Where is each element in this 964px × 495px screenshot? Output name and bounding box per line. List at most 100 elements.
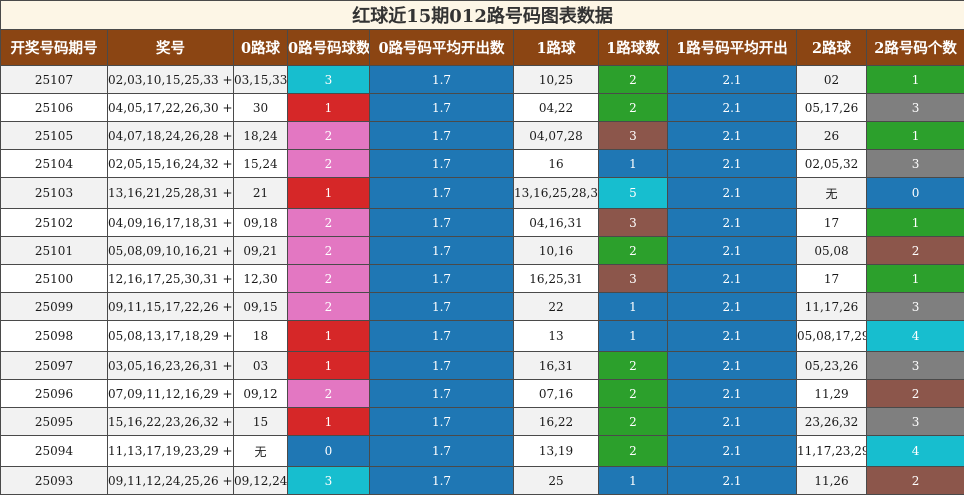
route1-count-cell: 2 xyxy=(599,94,668,122)
route0-count-cell: 3 xyxy=(288,66,370,94)
route0-avg-cell: 1.7 xyxy=(370,352,514,380)
numbers-cell: 04,09,16,17,18,31 + 07 xyxy=(108,209,234,237)
route0-avg-cell: 1.7 xyxy=(370,380,514,408)
route1-avg-cell: 2.1 xyxy=(668,66,797,94)
numbers-cell: 05,08,13,17,18,29 + 02 xyxy=(108,321,234,352)
route2-balls-cell: 05,17,26 xyxy=(797,94,867,122)
header-route0-avg: 0路号码平均开出数 xyxy=(370,30,514,66)
route1-count-cell: 3 xyxy=(599,209,668,237)
route2-balls-cell: 11,17,26 xyxy=(797,293,867,321)
route0-count-cell: 2 xyxy=(288,265,370,293)
route2-count-cell: 2 xyxy=(867,467,964,495)
numbers-cell: 12,16,17,25,30,31 + 16 xyxy=(108,265,234,293)
numbers-cell: 09,11,12,24,25,26 + 10 xyxy=(108,467,234,495)
header-numbers: 奖号 xyxy=(108,30,234,66)
route2-balls-cell: 无 xyxy=(797,178,867,209)
route1-balls-cell: 13,16,25,28,31 xyxy=(514,178,599,209)
route2-count-cell: 2 xyxy=(867,237,964,265)
route0-balls-cell: 12,30 xyxy=(234,265,288,293)
route0-avg-cell: 1.7 xyxy=(370,293,514,321)
issue-cell: 25095 xyxy=(1,408,108,436)
route0-count-cell: 1 xyxy=(288,178,370,209)
header-route0-count: 0路号码球数 xyxy=(288,30,370,66)
route0-balls-cell: 03,15,33 xyxy=(234,66,288,94)
route1-count-cell: 2 xyxy=(599,436,668,467)
numbers-cell: 05,08,09,10,16,21 + 05 xyxy=(108,237,234,265)
chart-title: 红球近15期012路号码图表数据 xyxy=(1,1,964,30)
route1-count-cell: 2 xyxy=(599,66,668,94)
issue-cell: 25106 xyxy=(1,94,108,122)
issue-cell: 25103 xyxy=(1,178,108,209)
route1-avg-cell: 2.1 xyxy=(668,209,797,237)
route0-balls-cell: 15,24 xyxy=(234,150,288,178)
route0-count-cell: 2 xyxy=(288,150,370,178)
header-route1-count: 1路球数 xyxy=(599,30,668,66)
route1-balls-cell: 04,22 xyxy=(514,94,599,122)
route1-count-cell: 2 xyxy=(599,408,668,436)
route1-count-cell: 5 xyxy=(599,178,668,209)
route2-balls-cell: 17 xyxy=(797,265,867,293)
route2-count-cell: 1 xyxy=(867,66,964,94)
route0-balls-cell: 18,24 xyxy=(234,122,288,150)
route1-balls-cell: 10,16 xyxy=(514,237,599,265)
route1-count-cell: 2 xyxy=(599,352,668,380)
route0-count-cell: 2 xyxy=(288,209,370,237)
issue-cell: 25098 xyxy=(1,321,108,352)
route0-count-cell: 1 xyxy=(288,94,370,122)
route0-avg-cell: 1.7 xyxy=(370,237,514,265)
route1-count-cell: 1 xyxy=(599,321,668,352)
route0-avg-cell: 1.7 xyxy=(370,321,514,352)
issue-cell: 25096 xyxy=(1,380,108,408)
route0-avg-cell: 1.7 xyxy=(370,122,514,150)
route1-count-cell: 1 xyxy=(599,293,668,321)
route0-avg-cell: 1.7 xyxy=(370,94,514,122)
route2-balls-cell: 17 xyxy=(797,209,867,237)
route0-avg-cell: 1.7 xyxy=(370,436,514,467)
route0-count-cell: 2 xyxy=(288,122,370,150)
route2-count-cell: 2 xyxy=(867,380,964,408)
route2-balls-cell: 11,26 xyxy=(797,467,867,495)
route1-balls-cell: 04,16,31 xyxy=(514,209,599,237)
numbers-cell: 04,07,18,24,26,28 + 08 xyxy=(108,122,234,150)
route1-balls-cell: 16,22 xyxy=(514,408,599,436)
route1-balls-cell: 16 xyxy=(514,150,599,178)
route1-avg-cell: 2.1 xyxy=(668,321,797,352)
route2-balls-cell: 11,29 xyxy=(797,380,867,408)
route2-balls-cell: 02 xyxy=(797,66,867,94)
route1-count-cell: 1 xyxy=(599,467,668,495)
route0-avg-cell: 1.7 xyxy=(370,209,514,237)
route0-count-cell: 2 xyxy=(288,293,370,321)
route2-balls-cell: 05,08 xyxy=(797,237,867,265)
route1-count-cell: 3 xyxy=(599,122,668,150)
route0-avg-cell: 1.7 xyxy=(370,178,514,209)
route1-balls-cell: 16,25,31 xyxy=(514,265,599,293)
header-route2: 2路球 xyxy=(797,30,867,66)
route1-avg-cell: 2.1 xyxy=(668,408,797,436)
numbers-cell: 15,16,22,23,26,32 + 04 xyxy=(108,408,234,436)
route0-balls-cell: 30 xyxy=(234,94,288,122)
route0-balls-cell: 18 xyxy=(234,321,288,352)
route2-count-cell: 0 xyxy=(867,178,964,209)
route1-balls-cell: 13 xyxy=(514,321,599,352)
route0-avg-cell: 1.7 xyxy=(370,467,514,495)
route0-avg-cell: 1.7 xyxy=(370,150,514,178)
route1-avg-cell: 2.1 xyxy=(668,178,797,209)
route1-avg-cell: 2.1 xyxy=(668,293,797,321)
route1-count-cell: 3 xyxy=(599,265,668,293)
header-route0: 0路球 xyxy=(234,30,288,66)
route0-avg-cell: 1.7 xyxy=(370,66,514,94)
route0-balls-cell: 无 xyxy=(234,436,288,467)
route0-count-cell: 1 xyxy=(288,352,370,380)
route1-avg-cell: 2.1 xyxy=(668,94,797,122)
issue-cell: 25097 xyxy=(1,352,108,380)
